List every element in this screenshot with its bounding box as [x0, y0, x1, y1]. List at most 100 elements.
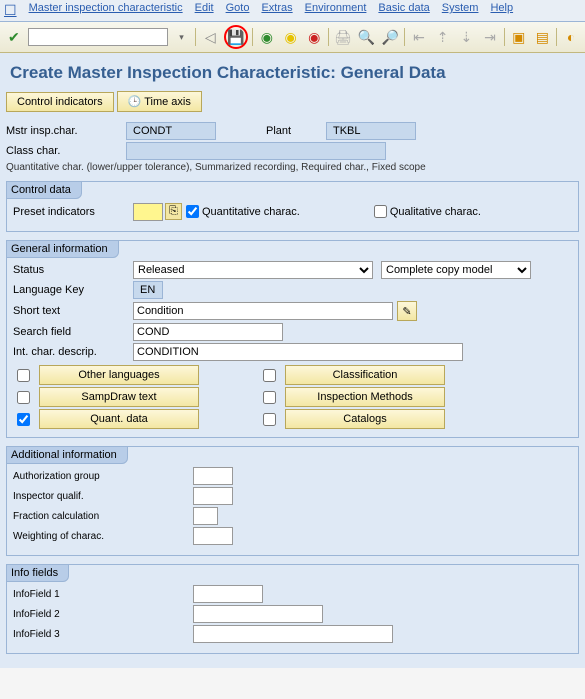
preset-label: Preset indicators: [13, 206, 133, 218]
menu-mic[interactable]: Master inspection characteristic: [29, 2, 183, 19]
preset-input[interactable]: [133, 203, 163, 221]
separator: [504, 28, 505, 46]
cancel-icon[interactable]: ◉: [304, 27, 324, 47]
info-fields-group: Info fields InfoField 1 InfoField 2 Info…: [6, 564, 579, 654]
weight-label: Weighting of charac.: [13, 531, 193, 542]
clock-icon: 🕒: [128, 96, 142, 108]
other-lang-button[interactable]: Other languages: [39, 365, 199, 385]
page-first-icon[interactable]: ⇤: [409, 27, 429, 47]
other-lang-cb[interactable]: [17, 369, 30, 382]
shortcut-icon[interactable]: ▤: [533, 27, 553, 47]
back-icon[interactable]: ◉: [257, 27, 277, 47]
info2-input[interactable]: [193, 605, 323, 623]
ident-row-1: Mstr insp.char. CONDT Plant TKBL: [6, 122, 579, 140]
menu-goto[interactable]: Goto: [226, 2, 250, 19]
quant-label: Quantitative charac.: [202, 206, 300, 218]
page-body: Create Master Inspection Characteristic:…: [0, 53, 585, 668]
short-label: Short text: [13, 305, 133, 317]
dropdown-icon[interactable]: ▾: [172, 27, 192, 47]
mstr-label: Mstr insp.char.: [6, 125, 126, 137]
time-axis-label: Time axis: [144, 96, 191, 108]
button-grid: Other languages SampDraw text Quant. dat…: [13, 365, 572, 429]
quant-checkbox[interactable]: [186, 205, 199, 218]
toolbar: ✔ ▾ ◁ 💾 ◉ ◉ ◉ 🖨 🔍 🔎 ⇤ ⇡ ⇣ ⇥ ▣ ▤ ◐: [0, 22, 585, 53]
help2-icon[interactable]: ◐: [561, 27, 581, 47]
control-legend: Control data: [6, 181, 82, 199]
insp-label: Inspector qualif.: [13, 491, 193, 502]
find-next-icon[interactable]: 🔎: [380, 27, 400, 47]
weight-input[interactable]: [193, 527, 233, 545]
accept-icon[interactable]: ✔: [4, 27, 24, 47]
quantdata-cb[interactable]: [17, 413, 30, 426]
samp-button[interactable]: SampDraw text: [39, 387, 199, 407]
info-legend: Info fields: [6, 564, 69, 582]
quantdata-button[interactable]: Quant. data: [39, 409, 199, 429]
search-label: Search field: [13, 326, 133, 338]
frac-input[interactable]: [193, 507, 218, 525]
preset-help-icon[interactable]: ⎘: [165, 203, 182, 220]
lang-label: Language Key: [13, 284, 133, 296]
page-last-icon[interactable]: ⇥: [480, 27, 500, 47]
short-text-input[interactable]: [133, 302, 393, 320]
page-up-icon[interactable]: ⇡: [433, 27, 453, 47]
status-select[interactable]: Released: [133, 261, 373, 279]
classif-button[interactable]: Classification: [285, 365, 445, 385]
int-desc-input[interactable]: [133, 343, 463, 361]
class-label: Class char.: [6, 145, 126, 157]
info2-label: InfoField 2: [13, 609, 193, 620]
auth-label: Authorization group: [13, 471, 193, 482]
info1-input[interactable]: [193, 585, 263, 603]
exit-icon[interactable]: ◉: [281, 27, 301, 47]
copy-select[interactable]: Complete copy model: [381, 261, 531, 279]
menu-extras[interactable]: Extras: [261, 2, 292, 19]
samp-cb[interactable]: [17, 391, 30, 404]
time-axis-button[interactable]: 🕒 Time axis: [117, 91, 202, 112]
plant-value: TKBL: [326, 122, 416, 140]
qual-checkbox[interactable]: [374, 205, 387, 218]
separator: [328, 28, 329, 46]
additional-info-group: Additional information Authorization gro…: [6, 446, 579, 556]
insp-input[interactable]: [193, 487, 233, 505]
menu-basic[interactable]: Basic data: [378, 2, 429, 19]
class-value: [126, 142, 386, 160]
print-icon[interactable]: 🖨: [333, 27, 353, 47]
auth-input[interactable]: [193, 467, 233, 485]
catalogs-button[interactable]: Catalogs: [285, 409, 445, 429]
search-field-input[interactable]: [133, 323, 283, 341]
inspmeth-button[interactable]: Inspection Methods: [285, 387, 445, 407]
menu-env[interactable]: Environment: [305, 2, 367, 19]
info1-label: InfoField 1: [13, 589, 193, 600]
info3-input[interactable]: [193, 625, 393, 643]
lang-value: EN: [133, 281, 163, 299]
separator: [556, 28, 557, 46]
page-down-icon[interactable]: ⇣: [457, 27, 477, 47]
session-icon[interactable]: ▣: [509, 27, 529, 47]
find-icon[interactable]: 🔍: [357, 27, 377, 47]
control-data-group: Control data Preset indicators ⎘ Quantit…: [6, 181, 579, 232]
info3-label: InfoField 3: [13, 629, 193, 640]
inspmeth-cb[interactable]: [263, 391, 276, 404]
general-info-group: General information Status Released Comp…: [6, 240, 579, 438]
classif-cb[interactable]: [263, 369, 276, 382]
menu-edit[interactable]: Edit: [195, 2, 214, 19]
plant-label: Plant: [266, 125, 326, 137]
page-title: Create Master Inspection Characteristic:…: [10, 63, 579, 83]
command-input[interactable]: [28, 28, 168, 46]
additional-legend: Additional information: [6, 446, 128, 464]
long-text-icon[interactable]: ✎: [397, 301, 417, 321]
menu-system[interactable]: System: [442, 2, 479, 19]
frac-label: Fraction calculation: [13, 511, 193, 522]
save-icon[interactable]: 💾: [226, 27, 246, 47]
menu-help[interactable]: Help: [490, 2, 513, 19]
mstr-value: CONDT: [126, 122, 216, 140]
status-label: Status: [13, 264, 133, 276]
int-label: Int. char. descrip.: [13, 346, 133, 358]
catalogs-cb[interactable]: [263, 413, 276, 426]
back-arrow-icon[interactable]: ◁: [200, 27, 220, 47]
control-indicators-button[interactable]: Control indicators: [6, 92, 114, 112]
separator: [404, 28, 405, 46]
general-legend: General information: [6, 240, 119, 258]
window-icon: ☐: [4, 2, 17, 19]
ident-row-2: Class char.: [6, 142, 579, 160]
separator: [252, 28, 253, 46]
